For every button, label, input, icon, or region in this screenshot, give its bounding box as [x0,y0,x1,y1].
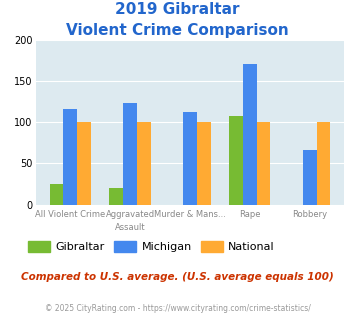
Text: © 2025 CityRating.com - https://www.cityrating.com/crime-statistics/: © 2025 CityRating.com - https://www.city… [45,304,310,313]
Legend: Gibraltar, Michigan, National: Gibraltar, Michigan, National [23,237,279,257]
Text: All Violent Crime: All Violent Crime [35,210,105,218]
Bar [50,184,63,205]
Text: Violent Crime Comparison: Violent Crime Comparison [66,23,289,38]
Text: Murder & Mans...: Murder & Mans... [154,210,226,218]
Bar [229,116,243,205]
Bar [123,103,137,205]
Bar [183,112,197,205]
Bar [137,122,151,205]
Bar [77,122,91,205]
Text: Assault: Assault [115,223,145,232]
Bar [109,188,123,205]
Bar [257,122,271,205]
Bar [197,122,211,205]
Text: Rape: Rape [239,210,261,218]
Bar [317,122,330,205]
Text: Compared to U.S. average. (U.S. average equals 100): Compared to U.S. average. (U.S. average … [21,272,334,282]
Bar [303,150,317,205]
Text: Aggravated: Aggravated [105,210,155,218]
Text: Robbery: Robbery [292,210,327,218]
Text: 2019 Gibraltar: 2019 Gibraltar [115,2,240,16]
Bar [63,109,77,205]
Bar [243,64,257,205]
